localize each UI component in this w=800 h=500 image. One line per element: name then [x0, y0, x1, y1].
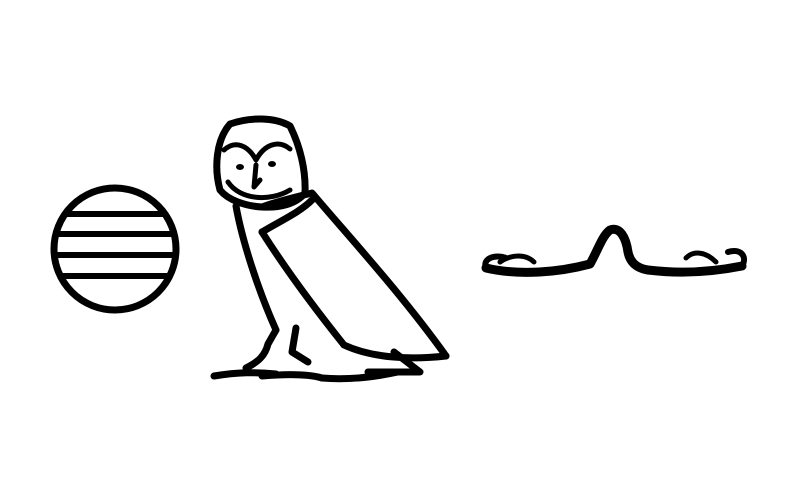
viper-glyph-icon — [481, 224, 748, 277]
placenta-glyph-icon — [50, 184, 180, 314]
owl-glyph-icon — [210, 115, 450, 383]
